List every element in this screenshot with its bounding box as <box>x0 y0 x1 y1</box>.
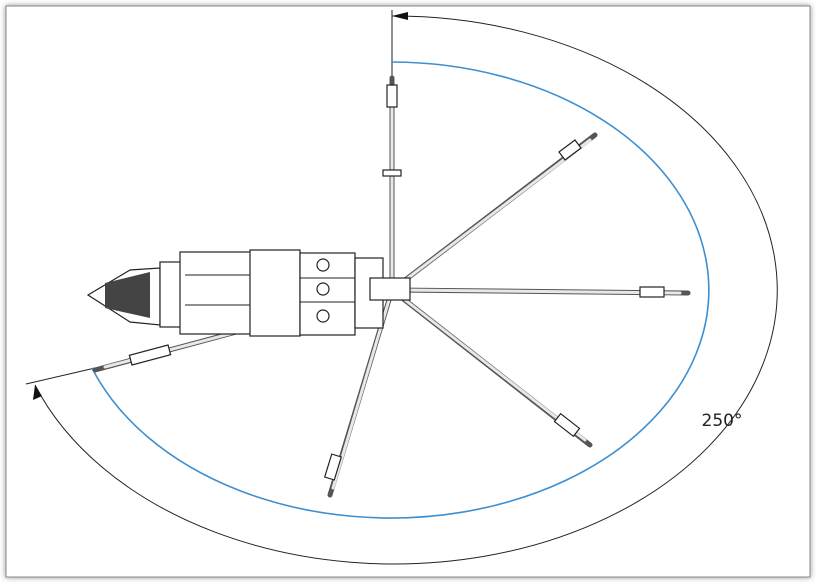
diagram: 250° <box>0 0 816 583</box>
page: 250° <box>0 0 816 583</box>
angle-label: 250° <box>702 411 743 431</box>
